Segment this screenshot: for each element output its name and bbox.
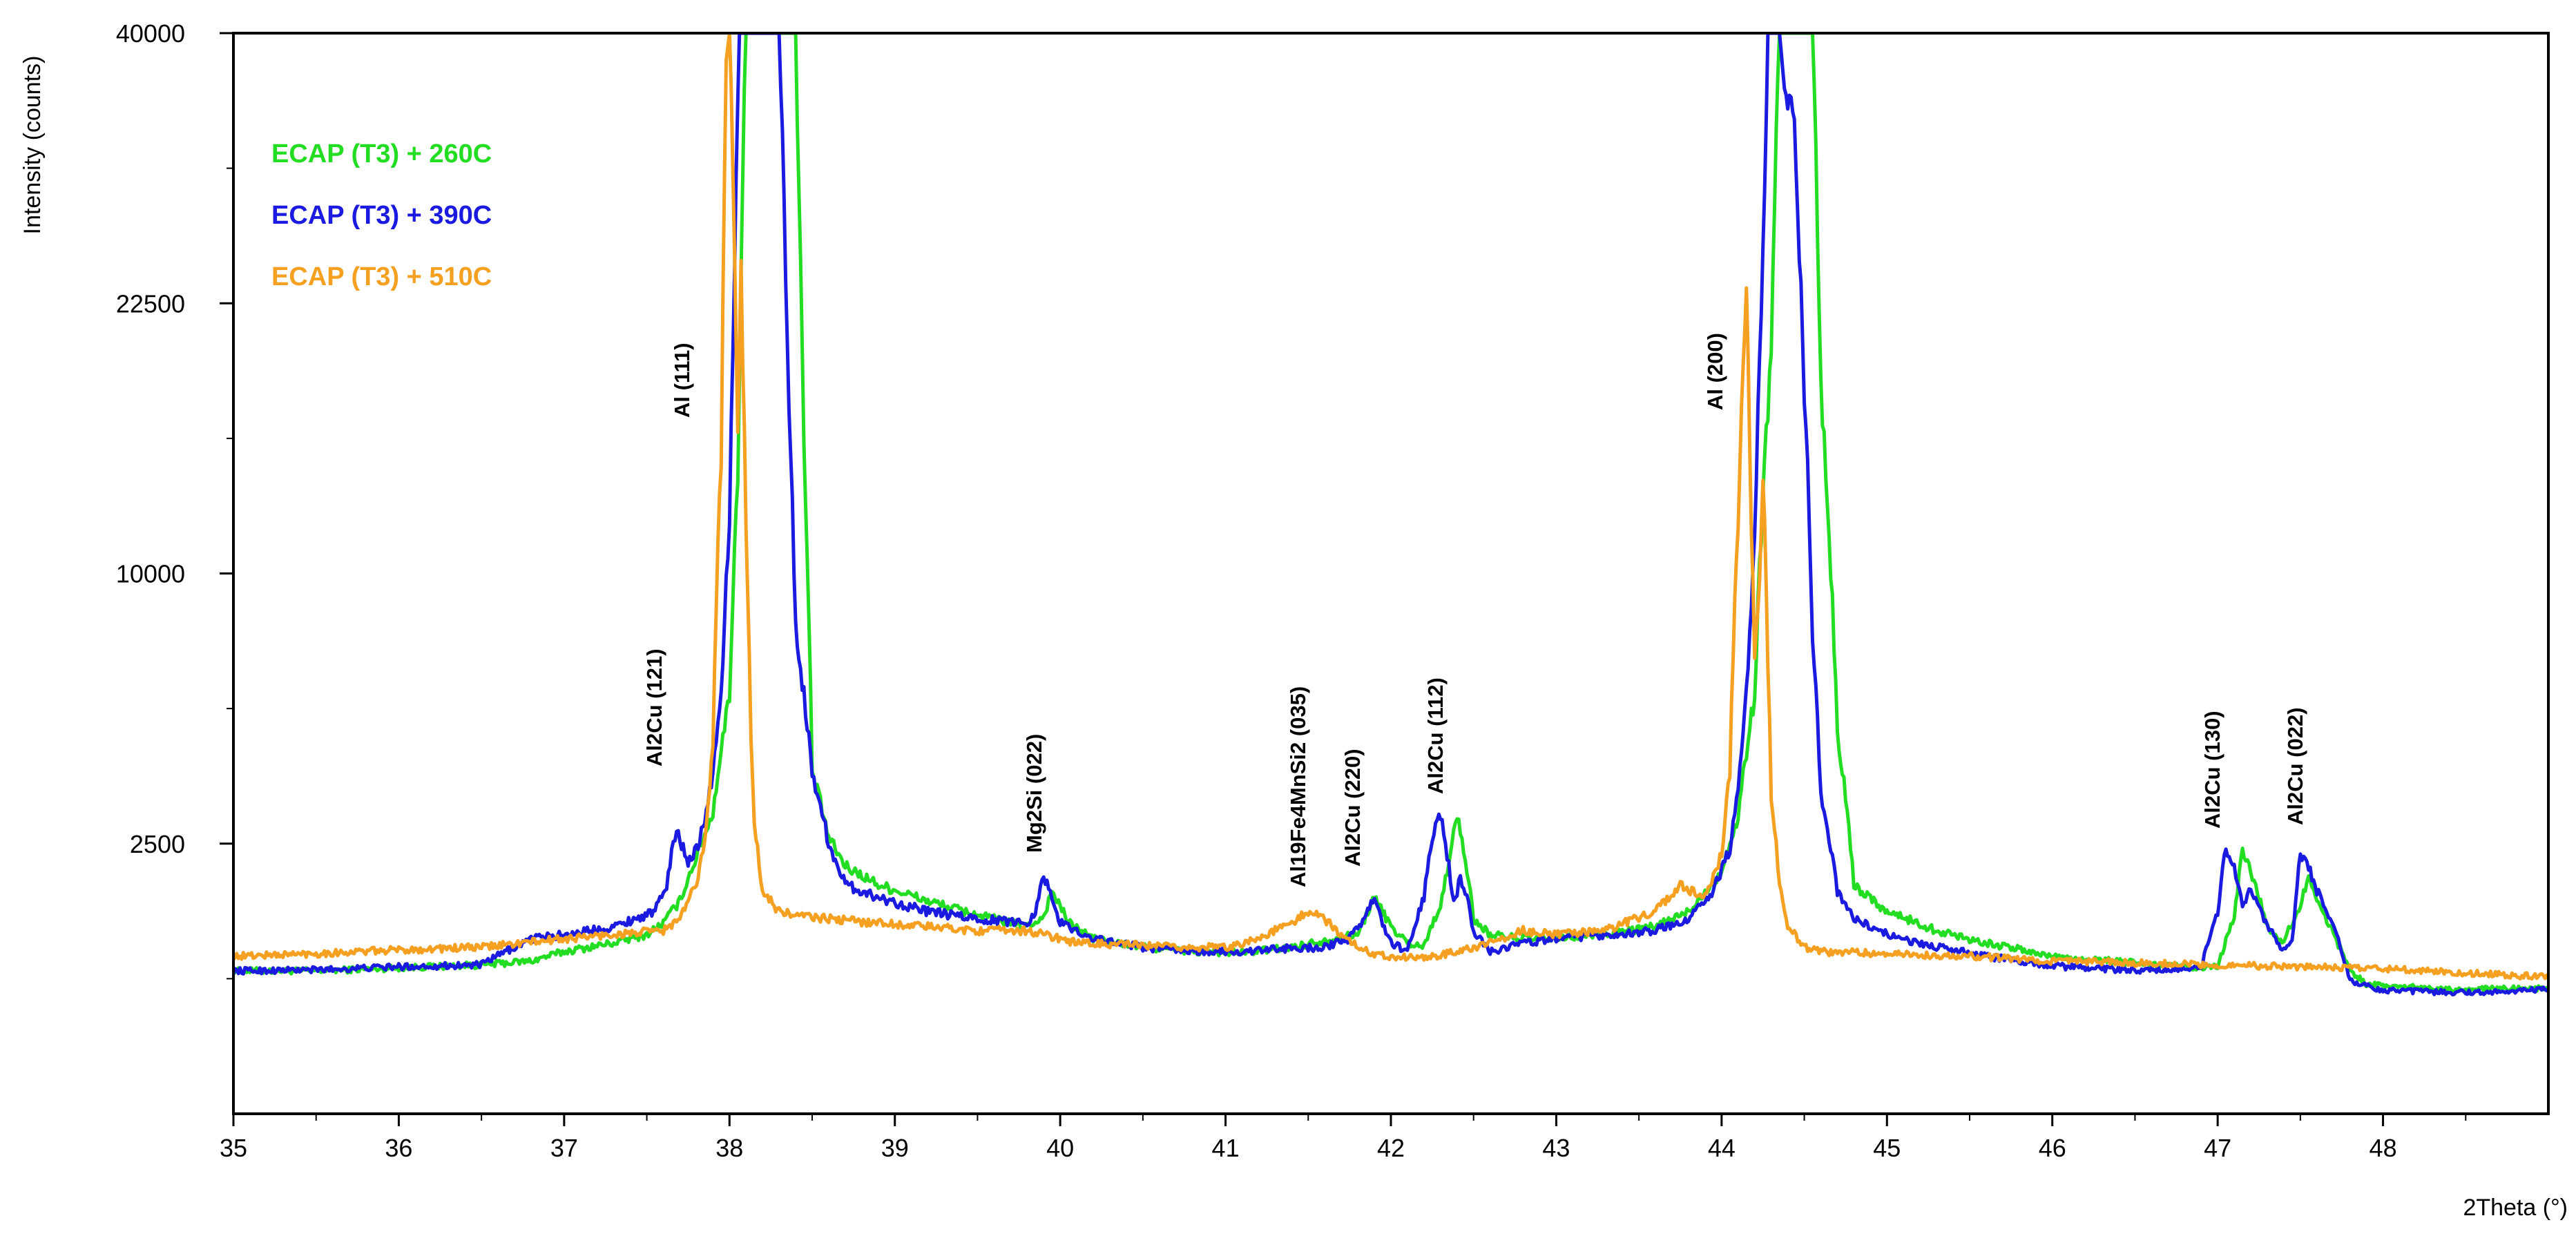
legend-entry: ECAP (T3) + 390C: [271, 201, 492, 230]
peak-annotation: Al19Fe4MnSi2 (035): [1286, 686, 1310, 887]
ticks-layer: 35 36 37 38 39 40 41 42 43 44 45 46 47 48 2500 10000 225…: [116, 19, 2467, 1162]
peak-annotation: Mg2Si (022): [1022, 734, 1046, 853]
series-layer: [233, 33, 2548, 996]
x-tick-label: 37: [550, 1134, 578, 1162]
plot-frame: [232, 32, 2550, 1115]
peak-annotation: Al (111): [670, 342, 694, 418]
x-tick-label: 46: [2039, 1134, 2066, 1162]
x-tick-label: 44: [1708, 1134, 1736, 1162]
series-line-3: [233, 33, 2548, 981]
annotation-layer: Al2Cu (121) Al (111) Mg2Si (022) Al19Fe4MnS…: [642, 333, 2307, 887]
x-tick-label: 48: [2370, 1134, 2397, 1162]
y-tick-label: 22500: [116, 289, 185, 318]
x-tick-label: 39: [881, 1134, 909, 1162]
x-tick-label: 38: [715, 1134, 743, 1162]
y-tick-label: 40000: [116, 19, 185, 48]
x-tick-label: 43: [1542, 1134, 1570, 1162]
peak-annotation: Al2Cu (220): [1340, 749, 1365, 867]
x-tick-label: 42: [1377, 1134, 1405, 1162]
legend: ECAP (T3) + 260C ECAP (T3) + 390C ECAP (T3…: [271, 139, 492, 291]
x-tick-label: 35: [220, 1134, 247, 1162]
peak-annotation: Al (200): [1703, 333, 1727, 410]
legend-entry: ECAP (T3) + 510C: [271, 262, 492, 291]
y-tick-label: 10000: [116, 560, 185, 588]
x-tick-label: 41: [1212, 1134, 1240, 1162]
x-tick-label: 40: [1046, 1134, 1074, 1162]
x-axis-title: 2Theta (°): [2463, 1195, 2568, 1221]
peak-annotation: Al2Cu (130): [2200, 711, 2224, 829]
peak-annotation: Al2Cu (022): [2283, 707, 2307, 825]
y-tick-label: 2500: [130, 830, 185, 858]
x-tick-label: 36: [385, 1134, 412, 1162]
x-tick-label: 45: [1873, 1134, 1901, 1162]
series-line-2: [233, 33, 2548, 996]
x-tick-label: 47: [2204, 1134, 2231, 1162]
peak-annotation: Al2Cu (112): [1423, 677, 1448, 794]
legend-entry: ECAP (T3) + 260C: [271, 139, 492, 168]
peak-annotation: Al2Cu (121): [642, 648, 666, 766]
y-axis-title: Intensity (counts): [19, 56, 46, 235]
